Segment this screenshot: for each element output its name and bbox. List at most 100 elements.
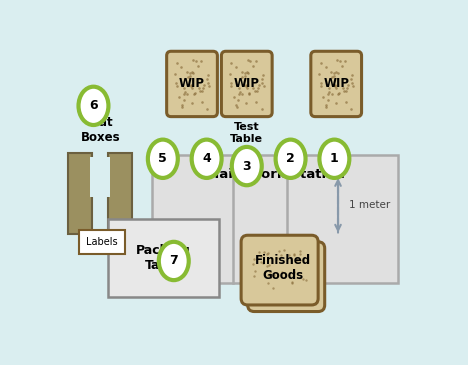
Point	[186, 73, 194, 79]
Point	[315, 71, 323, 77]
Point	[302, 258, 310, 264]
Point	[249, 85, 257, 91]
Point	[242, 83, 250, 89]
Point	[263, 263, 271, 269]
Point	[276, 271, 283, 277]
Text: WIP: WIP	[234, 77, 260, 91]
Text: Packing
Table: Packing Table	[136, 244, 191, 272]
Text: Finished
Goods: Finished Goods	[255, 254, 311, 282]
Point	[244, 70, 252, 76]
Point	[280, 268, 288, 274]
Point	[328, 91, 336, 97]
Point	[245, 91, 252, 97]
Point	[187, 70, 194, 76]
Point	[286, 266, 293, 272]
Point	[299, 269, 306, 275]
Point	[264, 277, 272, 283]
Point	[291, 251, 298, 257]
Point	[317, 61, 324, 66]
Point	[302, 264, 309, 269]
Point	[266, 269, 274, 274]
Text: Main Work Station: Main Work Station	[206, 168, 344, 181]
Point	[238, 91, 246, 97]
Point	[203, 106, 211, 112]
Point	[347, 106, 355, 112]
Point	[291, 252, 298, 258]
Point	[251, 88, 259, 93]
Point	[182, 89, 189, 95]
Point	[342, 58, 349, 64]
Point	[297, 260, 304, 266]
Text: 4: 4	[202, 152, 211, 165]
Point	[336, 58, 344, 64]
Point	[342, 99, 350, 105]
Point	[236, 89, 244, 95]
Text: 5: 5	[159, 152, 167, 165]
Point	[298, 273, 305, 279]
Point	[263, 251, 271, 257]
Point	[226, 71, 234, 77]
Point	[180, 91, 188, 97]
Point	[233, 64, 240, 70]
Ellipse shape	[320, 139, 349, 178]
Point	[322, 102, 329, 108]
Text: 7: 7	[169, 254, 178, 268]
Point	[171, 71, 179, 77]
Point	[258, 106, 265, 112]
Point	[203, 76, 211, 82]
Point	[258, 253, 265, 259]
Point	[173, 80, 180, 86]
Point	[198, 88, 206, 94]
Point	[233, 104, 241, 110]
Point	[305, 273, 312, 279]
Point	[235, 91, 242, 97]
Bar	[79, 230, 124, 254]
Point	[250, 256, 258, 262]
Text: 1 meter: 1 meter	[349, 200, 390, 210]
Point	[259, 72, 267, 78]
Point	[350, 83, 357, 89]
Point	[243, 100, 250, 105]
Point	[325, 85, 332, 91]
Point	[173, 61, 180, 66]
Point	[305, 282, 313, 288]
Point	[328, 74, 336, 80]
Point	[260, 249, 267, 255]
Ellipse shape	[276, 139, 306, 178]
Point	[242, 82, 249, 88]
Point	[334, 91, 342, 97]
Point	[197, 88, 204, 93]
Point	[331, 70, 338, 76]
Point	[324, 91, 332, 97]
Point	[205, 83, 213, 89]
Point	[322, 64, 329, 70]
Point	[285, 252, 292, 258]
Point	[184, 74, 191, 80]
Point	[227, 61, 235, 66]
Point	[244, 57, 251, 63]
Point	[270, 284, 277, 290]
Point	[347, 76, 355, 82]
Point	[274, 255, 281, 261]
Point	[334, 70, 341, 76]
Point	[319, 95, 327, 100]
Point	[254, 85, 262, 91]
Bar	[152, 155, 398, 283]
Point	[269, 260, 276, 265]
Point	[303, 269, 310, 275]
Text: WIP: WIP	[179, 77, 205, 91]
Point	[249, 64, 256, 69]
Point	[308, 266, 315, 272]
Point	[228, 84, 235, 89]
Point	[282, 274, 290, 280]
Point	[199, 85, 207, 91]
Point	[180, 97, 187, 103]
Point	[290, 296, 297, 302]
Point	[178, 102, 185, 108]
Point	[330, 73, 338, 79]
Point	[265, 286, 273, 292]
Ellipse shape	[192, 139, 221, 178]
Ellipse shape	[148, 139, 178, 178]
Point	[288, 280, 295, 286]
Point	[331, 82, 339, 88]
